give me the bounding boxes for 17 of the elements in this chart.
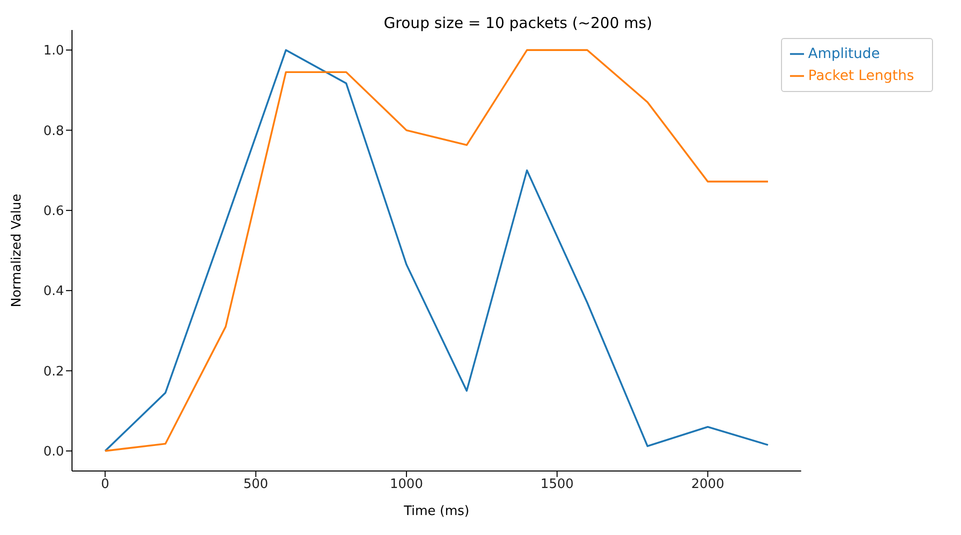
chart-title: Group size = 10 packets (~200 ms) [382, 14, 654, 32]
x-tick-label: 1500 [540, 477, 574, 492]
y-tick-label: 0.2 [43, 364, 64, 380]
x-tick-label: 500 [243, 477, 268, 492]
x-axis-title: Time (ms) [402, 504, 470, 519]
line-series [104, 49, 769, 452]
x-tick-label: 0 [101, 477, 110, 492]
y-tick-label: 0.8 [43, 124, 64, 139]
y-tick-label: 0.4 [43, 284, 64, 300]
y-axis-title: Normalized Value [10, 194, 25, 308]
x-tick-label: 2000 [691, 477, 724, 492]
y-tick-label: 0.0 [43, 444, 64, 460]
legend-label: Packet Lengths [808, 68, 914, 84]
y-tick-label: 1.0 [43, 44, 64, 59]
x-tick-label: 1000 [390, 477, 423, 492]
legend-label: Amplitude [808, 46, 880, 62]
y-tick-label: 0.6 [43, 204, 64, 220]
